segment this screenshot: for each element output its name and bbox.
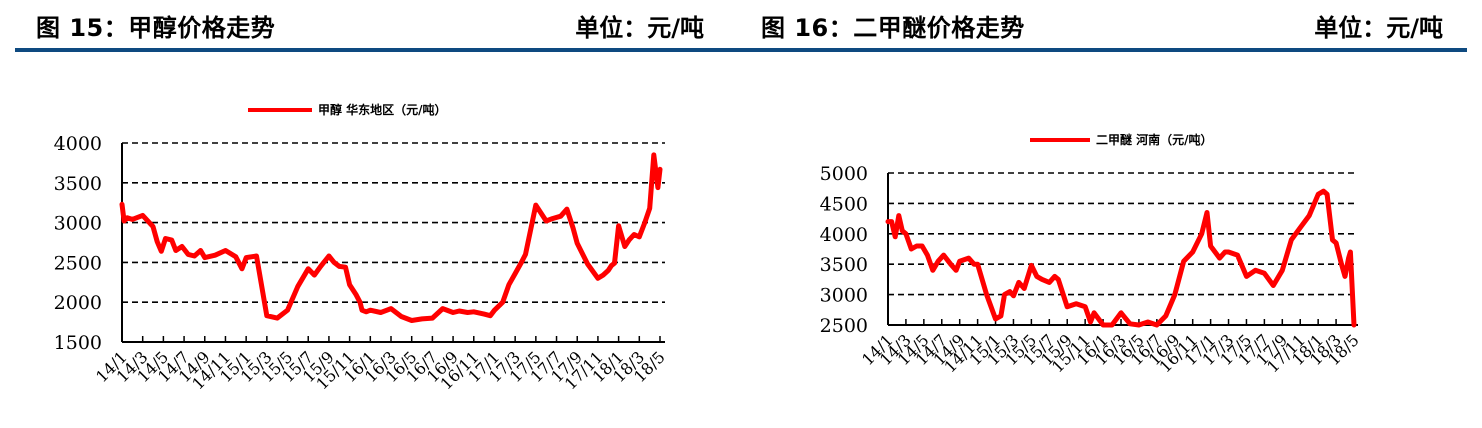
dme-gridlines — [888, 172, 1358, 296]
dme-axes — [887, 173, 1358, 326]
methanol-y-tick-label: 3000 — [54, 213, 102, 235]
dme-legend: 二甲醚 河南（元/吨） — [1030, 132, 1213, 147]
methanol-gridlines — [122, 142, 665, 304]
figure-15-header: 图 15：甲醇价格走势 单位：元/吨 — [36, 8, 704, 44]
figure-16-unit: 单位：元/吨 — [1314, 14, 1443, 42]
methanol-price-line — [119, 152, 663, 323]
dme-y-tick-label: 4500 — [820, 193, 868, 215]
methanol-x-axis-labels: 14/114/314/514/714/914/1115/115/315/515/… — [92, 347, 669, 393]
methanol-y-tick-label: 3500 — [54, 173, 102, 195]
dme-y-tick-label: 4000 — [820, 224, 868, 246]
dme-legend-label: 二甲醚 河南（元/吨） — [1096, 132, 1213, 147]
dme-y-axis-labels: 2500 3000 3500 4000 4500 5000 — [820, 163, 868, 337]
dme-y-tick-label: 3000 — [820, 285, 868, 307]
methanol-y-axis-labels: 1500 2000 2500 3000 3500 4000 — [54, 133, 102, 354]
dme-y-tick-label: 3500 — [820, 254, 868, 276]
dme-y-tick-label: 2500 — [820, 315, 868, 337]
figure-15-unit: 单位：元/吨 — [575, 14, 704, 42]
methanol-y-tick-label: 1500 — [54, 332, 102, 354]
methanol-legend-label: 甲醇 华东地区（元/吨） — [318, 102, 447, 117]
dme-price-chart: 二甲醚 河南（元/吨） 2500 3000 3500 4000 4500 5000 14/… — [820, 132, 1363, 376]
dme-y-tick-label: 5000 — [820, 163, 868, 185]
methanol-y-tick-label: 2000 — [54, 292, 102, 314]
methanol-legend: 甲醇 华东地区（元/吨） — [248, 102, 447, 117]
figure-15-divider — [15, 48, 743, 52]
figure-16-title: 图 16：二甲醚价格走势 — [761, 14, 1025, 42]
figure-15-title: 图 15：甲醇价格走势 — [36, 14, 276, 42]
methanol-price-chart: 甲醇 华东地区（元/吨） 1500 2000 2500 3000 3500 4000 14… — [54, 102, 669, 393]
methanol-y-tick-label: 4000 — [54, 133, 102, 155]
figure-16-header: 图 16：二甲醚价格走势 单位：元/吨 — [761, 8, 1443, 44]
methanol-y-tick-label: 2500 — [54, 252, 102, 274]
dme-x-axis-labels: 14/114/314/514/714/914/1115/115/315/515/… — [858, 330, 1363, 376]
dme-price-line — [885, 188, 1357, 328]
figure-16-divider — [740, 48, 1467, 52]
methanol-axes — [121, 143, 665, 343]
